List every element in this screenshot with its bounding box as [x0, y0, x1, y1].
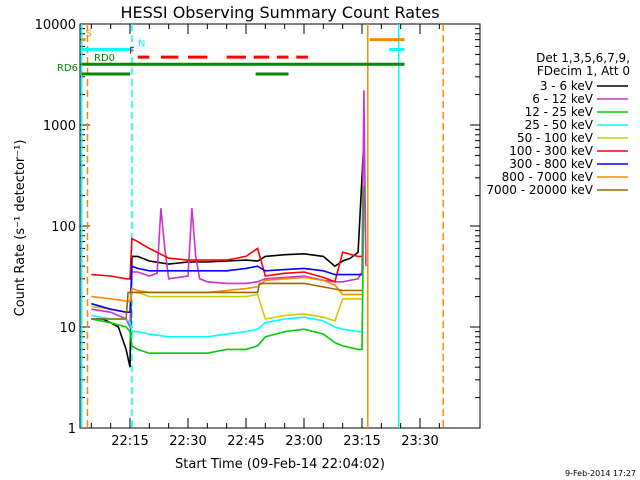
legend-header: FDecim 1, Att 0	[537, 64, 630, 78]
plot-frame	[79, 23, 481, 429]
legend: Det 1,3,5,6,7,9,FDecim 1, Att 03 - 6 keV…	[486, 51, 630, 197]
state-bar-label: RD6	[57, 63, 78, 74]
x-tick-label: 23:00	[285, 434, 322, 449]
x-axis-label: Start Time (09-Feb-14 22:04:02)	[175, 457, 385, 472]
y-tick-label: 1000	[43, 119, 76, 134]
plot-area: 1 10 100 1000 10000 22:15 22:30 22:45 23:00 23:15…	[35, 18, 481, 449]
legend-entry-label: 100 - 300 keV	[509, 144, 593, 158]
x-tick-label: 23:15	[343, 434, 380, 449]
y-tick-label: 1	[68, 422, 76, 437]
series-line	[91, 140, 365, 368]
legend-entry-label: 300 - 800 keV	[509, 157, 593, 171]
series-line	[91, 314, 362, 338]
legend-entry-label: 50 - 100 keV	[517, 131, 594, 145]
y-tick-label: 10	[59, 321, 76, 336]
x-tick-label: 22:15	[111, 434, 148, 449]
legend-entry-label: 25 - 50 keV	[525, 118, 594, 132]
legend-entry-label: 6 - 12 keV	[532, 92, 594, 106]
y-tick-label: 100	[51, 220, 76, 235]
timestamp: 9-Feb-2014 17:27	[565, 469, 636, 478]
state-bar-label: S	[86, 29, 92, 40]
legend-entry-label: 3 - 6 keV	[540, 79, 594, 93]
state-bar-label: F	[129, 46, 135, 57]
x-tick-label: 22:30	[169, 434, 206, 449]
y-axis-label: Count Rate (s⁻¹ detector⁻¹)	[13, 140, 28, 317]
legend-entry-label: 12 - 25 keV	[525, 105, 594, 119]
series-line	[91, 185, 365, 355]
series-line	[91, 276, 362, 303]
state-bar-label: RD0	[94, 53, 115, 64]
x-tick-label: 22:45	[227, 434, 264, 449]
x-tick-label: 23:30	[401, 434, 438, 449]
legend-entry-label: 7000 - 20000 keV	[486, 183, 593, 197]
chart-title: HESSI Observing Summary Count Rates	[120, 3, 439, 22]
series-line	[91, 282, 362, 320]
series-line	[91, 237, 362, 283]
series-line	[91, 90, 367, 328]
legend-entry-label: 800 - 7000 keV	[502, 170, 594, 184]
state-bar-label: N	[138, 38, 145, 49]
legend-header: Det 1,3,5,6,7,9,	[536, 51, 630, 65]
y-tick-label: 10000	[35, 18, 76, 33]
